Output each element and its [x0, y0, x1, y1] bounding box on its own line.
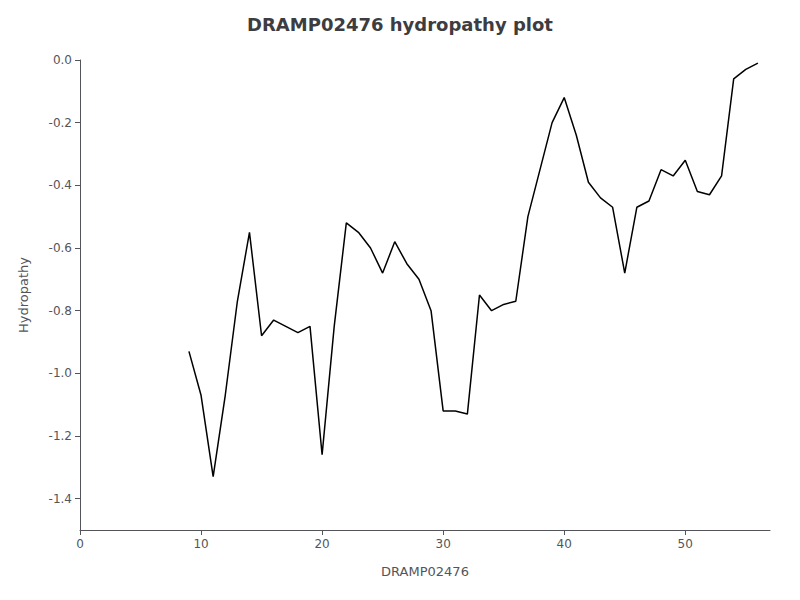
svg-text:0: 0	[76, 537, 84, 551]
svg-text:-1.4: -1.4	[49, 492, 72, 506]
svg-text:-1.0: -1.0	[49, 366, 72, 380]
svg-text:20: 20	[314, 537, 329, 551]
svg-text:DRAMP02476: DRAMP02476	[381, 564, 469, 579]
svg-text:30: 30	[436, 537, 451, 551]
svg-text:-0.2: -0.2	[49, 116, 72, 130]
svg-text:40: 40	[557, 537, 572, 551]
svg-text:Hydropathy: Hydropathy	[16, 257, 31, 333]
svg-text:50: 50	[678, 537, 693, 551]
svg-text:0.0: 0.0	[53, 53, 72, 67]
svg-text:DRAMP02476 hydropathy plot: DRAMP02476 hydropathy plot	[247, 14, 553, 35]
svg-text:-0.8: -0.8	[49, 304, 72, 318]
svg-text:-1.2: -1.2	[49, 429, 72, 443]
svg-text:10: 10	[193, 537, 208, 551]
svg-text:-0.6: -0.6	[49, 241, 72, 255]
svg-text:-0.4: -0.4	[49, 178, 72, 192]
